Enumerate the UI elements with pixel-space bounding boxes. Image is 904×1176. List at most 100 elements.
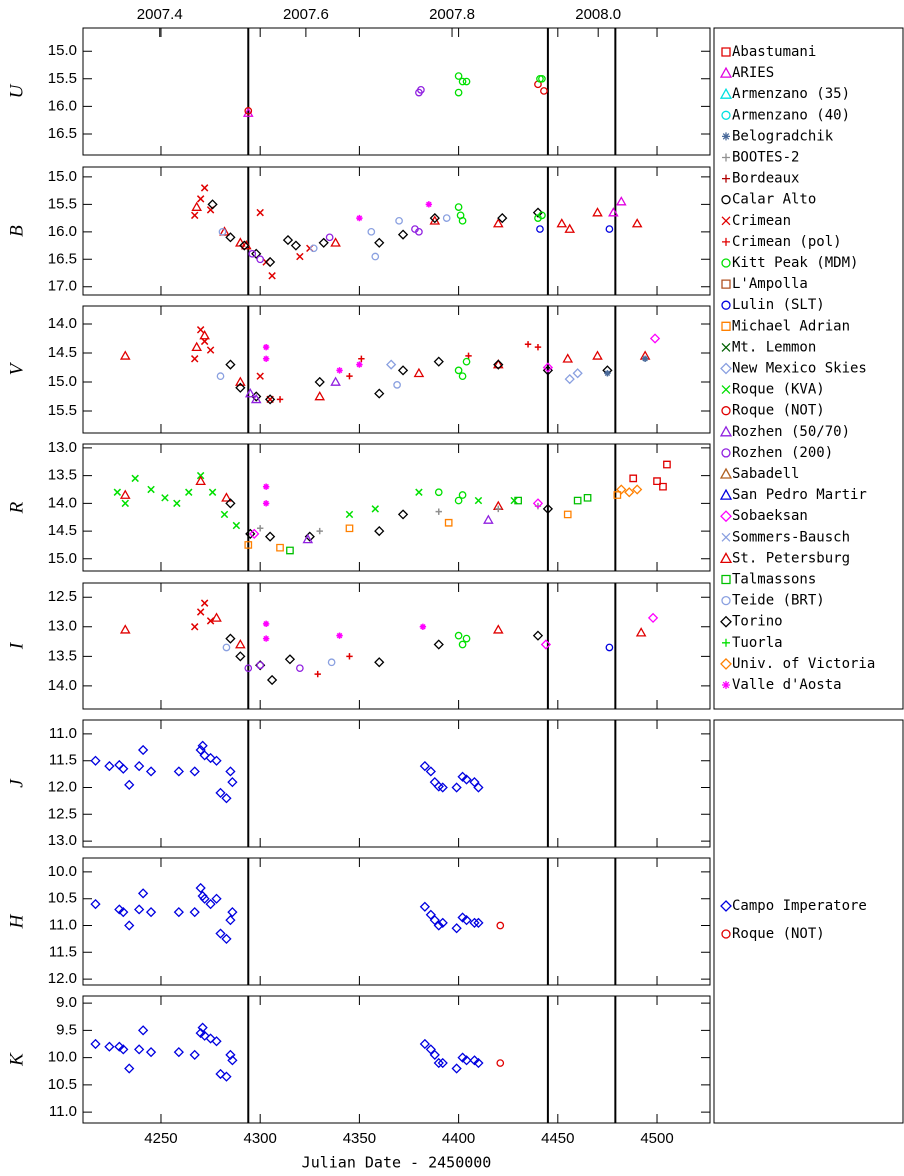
data-point: [465, 352, 472, 360]
data-point: [264, 394, 276, 405]
data-point: [457, 912, 468, 923]
data-point: [296, 252, 304, 261]
data-point: [419, 901, 430, 912]
y-tick-label: 12.0: [48, 970, 77, 987]
data-point: [397, 365, 409, 376]
legend-label: Rozhen (50/70): [732, 424, 850, 440]
data-point: [244, 541, 253, 549]
data-point: [604, 370, 611, 377]
legend-marker: [721, 448, 731, 458]
data-point: [458, 640, 467, 649]
data-point: [221, 1071, 232, 1082]
data-point: [469, 917, 480, 928]
y-tick-label: 11.0: [49, 1103, 77, 1120]
data-point: [437, 782, 448, 793]
legend-label: San Pedro Martir: [732, 487, 867, 503]
data-point: [161, 494, 169, 502]
data-point: [616, 484, 627, 495]
data-point: [118, 1044, 129, 1055]
legend-label: Campo Imperatore: [732, 898, 867, 914]
data-point: [442, 214, 451, 222]
data-point: [425, 766, 436, 777]
data-point: [227, 1055, 238, 1066]
data-point: [211, 1036, 222, 1047]
data-point: [215, 1068, 226, 1080]
data-point: [232, 521, 241, 530]
data-point: [138, 888, 149, 899]
data-point: [206, 346, 215, 354]
data-point: [605, 643, 614, 652]
data-point: [296, 664, 304, 672]
data-point: [211, 893, 222, 904]
data-point: [356, 361, 363, 368]
data-point: [216, 372, 225, 380]
y-tick-label: 10.0: [48, 863, 77, 880]
legend-marker: [721, 47, 731, 57]
data-point: [542, 362, 554, 373]
data-point: [572, 368, 583, 379]
data-point: [90, 898, 101, 910]
legend-marker: [719, 87, 733, 99]
legend-marker: [719, 552, 733, 564]
data-point: [374, 237, 385, 248]
data-point: [433, 356, 444, 367]
data-point: [239, 240, 250, 251]
legend-label: Belogradchik: [732, 128, 834, 144]
data-point: [190, 211, 199, 220]
data-point: [225, 1049, 236, 1060]
data-point: [121, 499, 129, 508]
data-point: [200, 184, 209, 192]
legend-marker: [722, 174, 730, 183]
legend-marker: [721, 321, 731, 331]
x2-tick-label: 2007.4: [137, 6, 183, 23]
x-axis-label: Julian Date - 2450000: [302, 1154, 492, 1172]
data-point: [222, 643, 231, 652]
legend-marker: [721, 258, 731, 268]
data-point: [395, 217, 403, 225]
data-point: [235, 382, 246, 393]
data-point: [138, 744, 149, 756]
legend-marker: [721, 216, 731, 226]
data-point: [649, 333, 661, 344]
data-point: [454, 72, 463, 80]
legend-label: ARIES: [732, 65, 774, 81]
data-point: [118, 907, 129, 918]
data-point: [434, 488, 443, 497]
data-point: [330, 376, 341, 386]
y-tick-label: 17.0: [48, 278, 77, 295]
plot-frame: [82, 582, 711, 710]
y-tick-label: 13.5: [48, 647, 77, 664]
y-tick-label: 12.5: [48, 588, 77, 605]
data-point: [532, 630, 544, 641]
data-point: [374, 657, 385, 668]
data-point: [256, 255, 265, 264]
data-point: [454, 631, 463, 640]
data-point: [635, 627, 647, 637]
legend-marker: [721, 574, 731, 585]
x-tick-label: 4400: [442, 1130, 475, 1147]
data-point: [497, 212, 508, 224]
data-point: [211, 755, 222, 766]
data-point: [114, 904, 125, 915]
data-point: [419, 623, 427, 630]
data-point: [374, 388, 385, 399]
data-point: [419, 760, 430, 772]
x-tick-label: 4450: [541, 1130, 574, 1147]
y-tick-label: 13.5: [48, 467, 77, 484]
y-tick-label: 10.0: [48, 1049, 77, 1066]
y-tick-label: 14.0: [48, 494, 77, 511]
data-point: [225, 359, 236, 370]
data-point: [631, 218, 643, 228]
data-point: [225, 232, 236, 243]
data-point: [245, 528, 256, 539]
legend-label: Teide (BRT): [732, 593, 825, 609]
y-tick-label: 11.5: [49, 752, 77, 769]
legend-label: Crimean: [732, 213, 791, 229]
y-tick-label: 12.5: [48, 805, 77, 822]
data-point: [624, 487, 635, 498]
legend-box: [713, 719, 904, 1124]
data-point: [225, 498, 236, 509]
data-point: [564, 223, 576, 233]
legend-marker: [721, 342, 731, 352]
data-point: [458, 217, 467, 225]
